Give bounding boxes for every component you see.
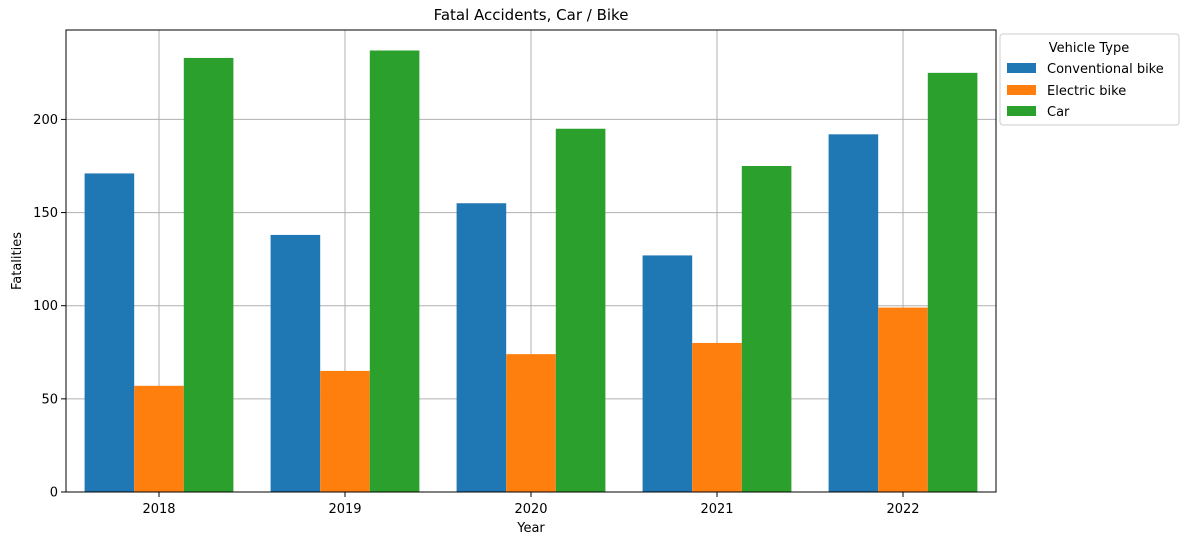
y-tick-label: 0 bbox=[50, 486, 58, 501]
bar-conventional-bike-2021 bbox=[642, 255, 693, 492]
y-axis-title: Fatalities bbox=[10, 232, 25, 290]
x-axis-title: Year bbox=[516, 521, 545, 536]
x-tick-label: 2018 bbox=[142, 502, 175, 517]
legend-swatch-car bbox=[1007, 106, 1036, 116]
bar-car-2019 bbox=[369, 50, 420, 492]
y-tick-label: 100 bbox=[33, 299, 58, 314]
x-tick-label: 2019 bbox=[328, 502, 361, 517]
bar-car-2018 bbox=[183, 57, 234, 493]
legend-label-electric-bike: Electric bike bbox=[1047, 84, 1126, 99]
legend-label-car: Car bbox=[1047, 105, 1070, 120]
bar-conventional-bike-2020 bbox=[456, 203, 507, 492]
bar-electric-bike-2018 bbox=[134, 385, 184, 492]
y-tick-label: 200 bbox=[33, 113, 58, 128]
bar-electric-bike-2020 bbox=[506, 354, 556, 492]
bar-car-2021 bbox=[741, 165, 792, 492]
bar-conventional-bike-2018 bbox=[84, 173, 135, 492]
bar-car-2020 bbox=[555, 128, 606, 492]
y-tick-label: 150 bbox=[33, 206, 58, 221]
bar-conventional-bike-2022 bbox=[828, 134, 879, 493]
legend-frame bbox=[999, 33, 1180, 126]
bar-electric-bike-2021 bbox=[692, 342, 742, 492]
legend-swatch-conventional-bike bbox=[1007, 63, 1036, 73]
x-tick-label: 2020 bbox=[514, 502, 547, 517]
y-tick-label: 50 bbox=[41, 392, 58, 407]
bar-conventional-bike-2019 bbox=[270, 234, 321, 492]
x-tick-label: 2021 bbox=[700, 502, 733, 517]
x-tick-label: 2022 bbox=[886, 502, 919, 517]
bar-car-2022 bbox=[927, 72, 978, 492]
chart-title: Fatal Accidents, Car / Bike bbox=[434, 6, 629, 24]
legend-label-conventional-bike: Conventional bike bbox=[1047, 62, 1164, 77]
legend-swatch-electric-bike bbox=[1007, 85, 1036, 95]
legend: Vehicle Type Conventional bike Electric … bbox=[999, 33, 1180, 126]
bar-electric-bike-2022 bbox=[878, 307, 928, 492]
bar-electric-bike-2019 bbox=[320, 370, 370, 492]
bars bbox=[84, 50, 978, 493]
axis-ticks: 0 50 100 150 200 2018 2019 2020 2021 2022 bbox=[33, 113, 919, 517]
legend-title: Vehicle Type bbox=[1049, 41, 1129, 56]
